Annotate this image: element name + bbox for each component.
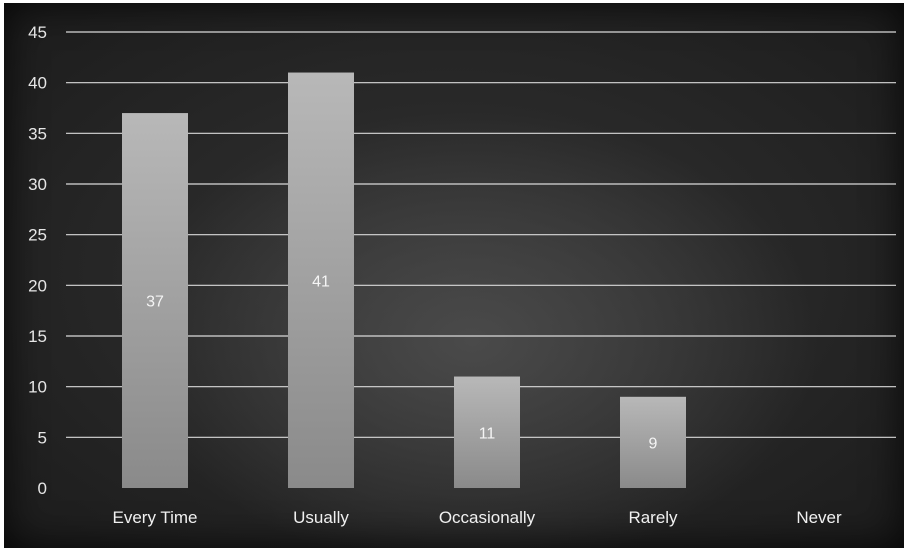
y-tick-label-35: 35 [28,124,47,143]
x-tick-label-never: Never [796,508,842,527]
data-label-every-time: 37 [146,294,164,311]
bars [122,72,686,489]
chart-frame: 0 5 10 15 20 25 30 35 40 45 37 41 11 9 Every Time Usu… [4,3,904,548]
data-label-usually: 41 [312,273,330,290]
y-tick-label-40: 40 [28,74,47,93]
y-tick-label-45: 45 [28,23,47,42]
bar-rarely [620,396,686,488]
gridlines [66,31,896,438]
y-tick-label-25: 25 [28,226,47,245]
data-labels: 37 41 11 9 [146,273,657,452]
bar-every-time [122,113,188,489]
y-tick-label-15: 15 [28,327,47,346]
x-tick-label-rarely: Rarely [628,508,678,527]
x-tick-label-every-time: Every Time [112,508,197,527]
x-tick-label-occasionally: Occasionally [439,508,536,527]
y-tick-label-5: 5 [38,428,47,447]
x-axis-tick-labels: Every Time Usually Occasionally Rarely Never [112,508,842,527]
y-tick-label-30: 30 [28,175,47,194]
x-tick-label-usually: Usually [293,508,349,527]
y-tick-label-20: 20 [28,276,47,295]
data-label-occasionally: 11 [479,425,496,442]
y-tick-label-0: 0 [38,479,47,498]
data-label-rarely: 9 [649,435,658,452]
bar-chart: 0 5 10 15 20 25 30 35 40 45 37 41 11 9 Every Time Usu… [28,23,896,527]
bar-occasionally [454,376,520,488]
bar-usually [288,72,354,489]
y-tick-label-10: 10 [28,378,47,397]
y-axis-tick-labels: 0 5 10 15 20 25 30 35 40 45 [28,23,47,498]
